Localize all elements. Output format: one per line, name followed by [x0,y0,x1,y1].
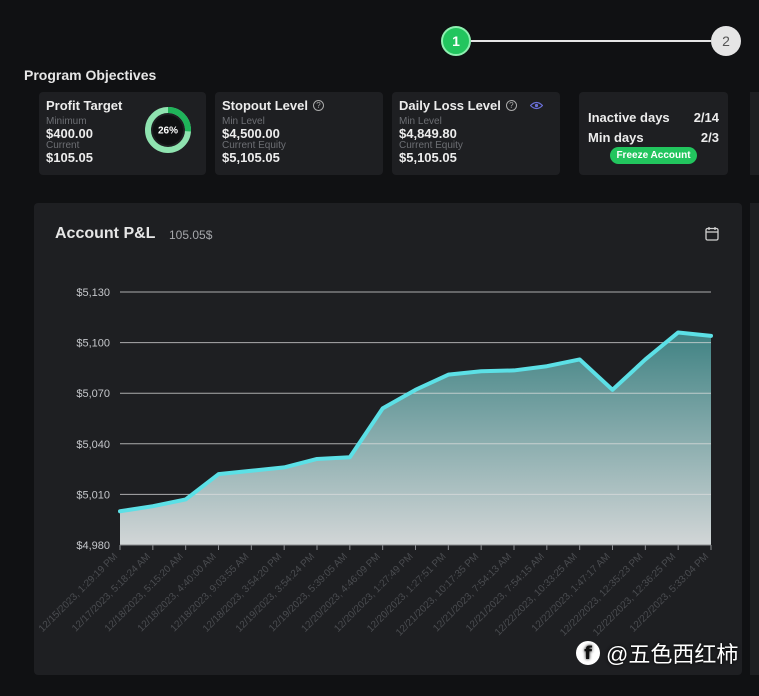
stopout-title: Stopout Level [222,98,308,113]
stopout-level-card: Stopout Level ? Min Level $4,500.00 Curr… [215,92,383,175]
daily-loss-level-card: Daily Loss Level ? Min Level $4,849.80 C… [392,92,560,175]
inactive-days-value: 2/14 [693,110,719,125]
profit-progress-donut: 26% [145,107,191,153]
current-label: Current [46,140,80,151]
minimum-value: $400.00 [46,126,93,141]
step-1[interactable]: 1 [441,26,471,56]
min-days-value: 2/3 [700,130,719,145]
account-pnl-panel: Account P&L 105.05$ $4,980 $5,010 $5,040 $5… [34,203,742,675]
min-level-value: $4,500.00 [222,126,280,141]
next-card-edge [750,92,759,175]
inactive-days-row: Inactive days 2/14 [588,110,719,125]
pnl-area-fill [120,332,711,545]
calendar-icon[interactable] [705,226,719,246]
profit-target-title: Profit Target [46,98,123,113]
min-level-label: Min Level [222,116,265,127]
pnl-series-line [118,330,713,514]
donut-percent-label: 26% [158,126,178,137]
stopout-title-row: Stopout Level ? [222,98,376,113]
profit-target-card: Profit Target Minimum $400.00 Current $1… [39,92,206,175]
inactive-days-label: Inactive days [588,110,670,125]
next-panel-edge [750,203,759,675]
current-equity-value: $5,105.05 [222,150,280,165]
trading-days-card: Inactive days 2/14 Min days 2/3 Freeze A… [579,92,728,175]
min-level-value: $4,849.80 [399,126,457,141]
current-value: $105.05 [46,150,93,165]
question-circle-icon[interactable]: ? [505,100,517,111]
chart-title: Account P&L [55,225,156,242]
y-tick-label: $5,070 [76,388,110,400]
min-days-label: Min days [588,130,644,145]
stepper-line [471,40,711,42]
y-tick-label: $5,130 [76,287,110,299]
section-title: Program Objectives [24,67,157,83]
current-equity-label: Current Equity [222,140,286,151]
pnl-area-chart: $4,980$5,010$5,040$5,070$5,100$5,13012/1… [37,287,713,639]
facebook-logo: f [576,641,600,665]
pnl-value: 105.05$ [169,228,213,242]
freeze-account-button[interactable]: Freeze Account [610,147,697,164]
min-level-label: Min Level [399,116,442,127]
current-equity-value: $5,105.05 [399,150,457,165]
watermark-text: @五色西红柿 [606,642,739,667]
current-equity-label: Current Equity [399,140,463,151]
y-tick-label: $5,010 [76,489,110,501]
min-days-row: Min days 2/3 [588,130,719,145]
eye-icon[interactable] [529,101,543,110]
step-2[interactable]: 2 [711,26,741,56]
y-tick-label: $4,980 [76,540,110,552]
y-tick-label: $5,100 [76,338,110,350]
watermark: f @五色西红柿 [576,637,738,669]
donut-progress-arc [145,107,191,153]
question-circle-icon[interactable]: ? [312,100,324,111]
daily-loss-title-row: Daily Loss Level ? [399,98,553,113]
progress-stepper: 1 2 [441,26,743,58]
minimum-label: Minimum [46,116,87,127]
y-tick-label: $5,040 [76,439,110,451]
daily-loss-title: Daily Loss Level [399,98,501,113]
